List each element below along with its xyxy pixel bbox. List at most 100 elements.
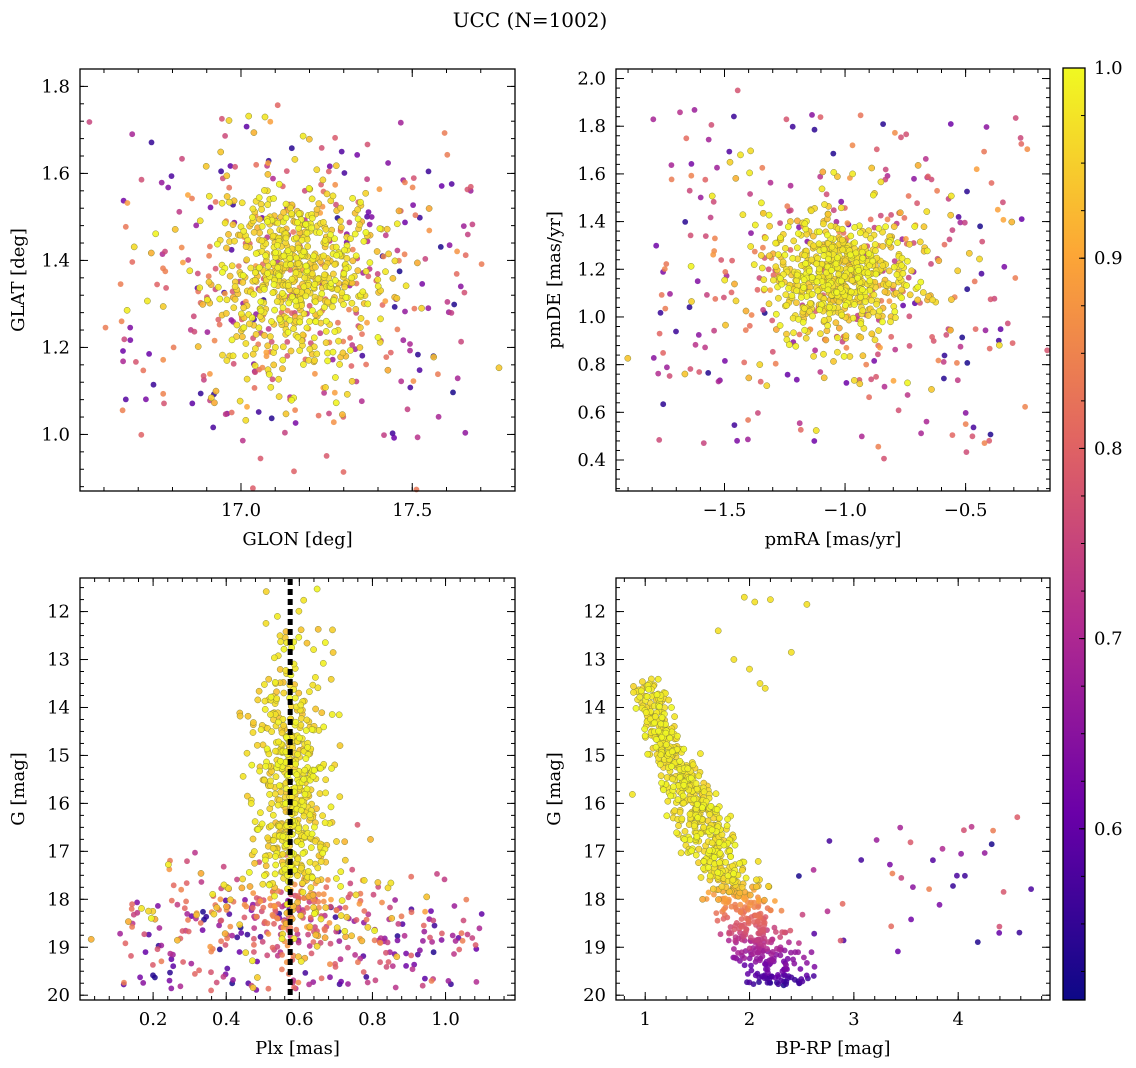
data-point: [671, 807, 679, 815]
data-point: [414, 434, 421, 441]
data-point: [885, 267, 893, 275]
data-point: [236, 397, 244, 405]
data-point: [729, 876, 737, 884]
data-point: [349, 342, 356, 348]
data-point: [365, 911, 372, 918]
data-point: [385, 250, 392, 258]
data-point: [835, 324, 843, 332]
data-point: [212, 199, 219, 205]
data-point: [971, 278, 978, 285]
data-point: [715, 378, 722, 385]
axes-frame: [79, 577, 516, 1001]
data-point: [245, 869, 253, 876]
axes-frame: [79, 68, 516, 492]
data-point: [211, 399, 218, 407]
data-point: [254, 826, 262, 833]
data-point: [367, 836, 374, 843]
data-point: [228, 262, 236, 270]
data-point: [226, 272, 234, 280]
data-point: [664, 797, 672, 805]
data-point: [402, 308, 408, 315]
data-point: [658, 714, 666, 721]
data-point: [230, 977, 236, 983]
data-point: [243, 256, 251, 264]
data-point: [301, 766, 309, 774]
data-point: [361, 908, 368, 914]
data-point: [283, 168, 290, 175]
data-point: [269, 912, 276, 918]
data-point: [185, 928, 192, 935]
data-point: [793, 287, 800, 295]
data-point: [941, 352, 948, 359]
x-tick-label: −0.5: [944, 500, 988, 521]
data-point: [803, 972, 810, 979]
data-point: [347, 880, 354, 887]
data-point: [858, 857, 865, 863]
data-point: [981, 850, 988, 856]
data-point: [322, 328, 330, 335]
data-point: [229, 352, 237, 360]
data-point: [274, 219, 282, 227]
data-point: [208, 948, 215, 955]
data-point: [303, 229, 311, 237]
data-point: [307, 914, 314, 921]
data-point: [869, 191, 877, 199]
data-point: [364, 924, 372, 931]
data-point: [877, 178, 885, 186]
data-point: [264, 834, 272, 842]
data-point: [219, 351, 226, 359]
data-point: [657, 751, 665, 759]
data-point: [865, 250, 873, 258]
data-point: [885, 280, 893, 288]
data-point: [316, 229, 323, 236]
data-point: [301, 274, 309, 282]
data-point: [348, 274, 355, 282]
y-tick-label: 18: [583, 889, 606, 910]
data-point: [686, 187, 693, 194]
data-point: [437, 244, 444, 250]
data-point: [409, 966, 416, 973]
data-point: [802, 334, 810, 342]
data-point: [192, 849, 198, 856]
data-point: [495, 364, 503, 372]
data-point: [761, 285, 768, 293]
data-point: [284, 247, 292, 255]
data-point: [322, 263, 329, 271]
data-point: [288, 293, 296, 301]
data-point: [644, 750, 652, 758]
data-point: [267, 822, 275, 830]
data-point: [278, 729, 286, 737]
data-point: [727, 853, 735, 860]
data-point: [954, 360, 960, 366]
data-point: [251, 941, 257, 948]
data-point: [791, 960, 798, 967]
data-point: [856, 229, 864, 237]
y-tick-label: 0.4: [577, 450, 606, 471]
data-point: [729, 257, 735, 264]
data-point: [120, 358, 126, 365]
data-point: [847, 266, 855, 273]
data-point: [787, 927, 794, 934]
data-point: [743, 915, 750, 922]
data-point: [837, 277, 845, 285]
data-point: [928, 386, 935, 393]
data-point: [804, 960, 810, 966]
colorbar-tick-label: 0.7: [1094, 629, 1123, 650]
data-point: [244, 712, 252, 720]
data-point: [267, 383, 275, 391]
data-point: [210, 910, 218, 918]
data-point: [304, 744, 311, 751]
data-point: [759, 953, 766, 960]
data-point: [753, 876, 760, 884]
data-point: [996, 930, 1003, 936]
data-point: [723, 822, 731, 830]
data-point: [810, 867, 817, 873]
data-point: [736, 860, 743, 867]
data-point: [859, 307, 867, 315]
data-point: [333, 875, 340, 882]
x-tick-label: 1.0: [431, 1009, 460, 1030]
data-point: [772, 360, 779, 367]
data-point: [859, 286, 866, 294]
data-point: [862, 298, 869, 306]
